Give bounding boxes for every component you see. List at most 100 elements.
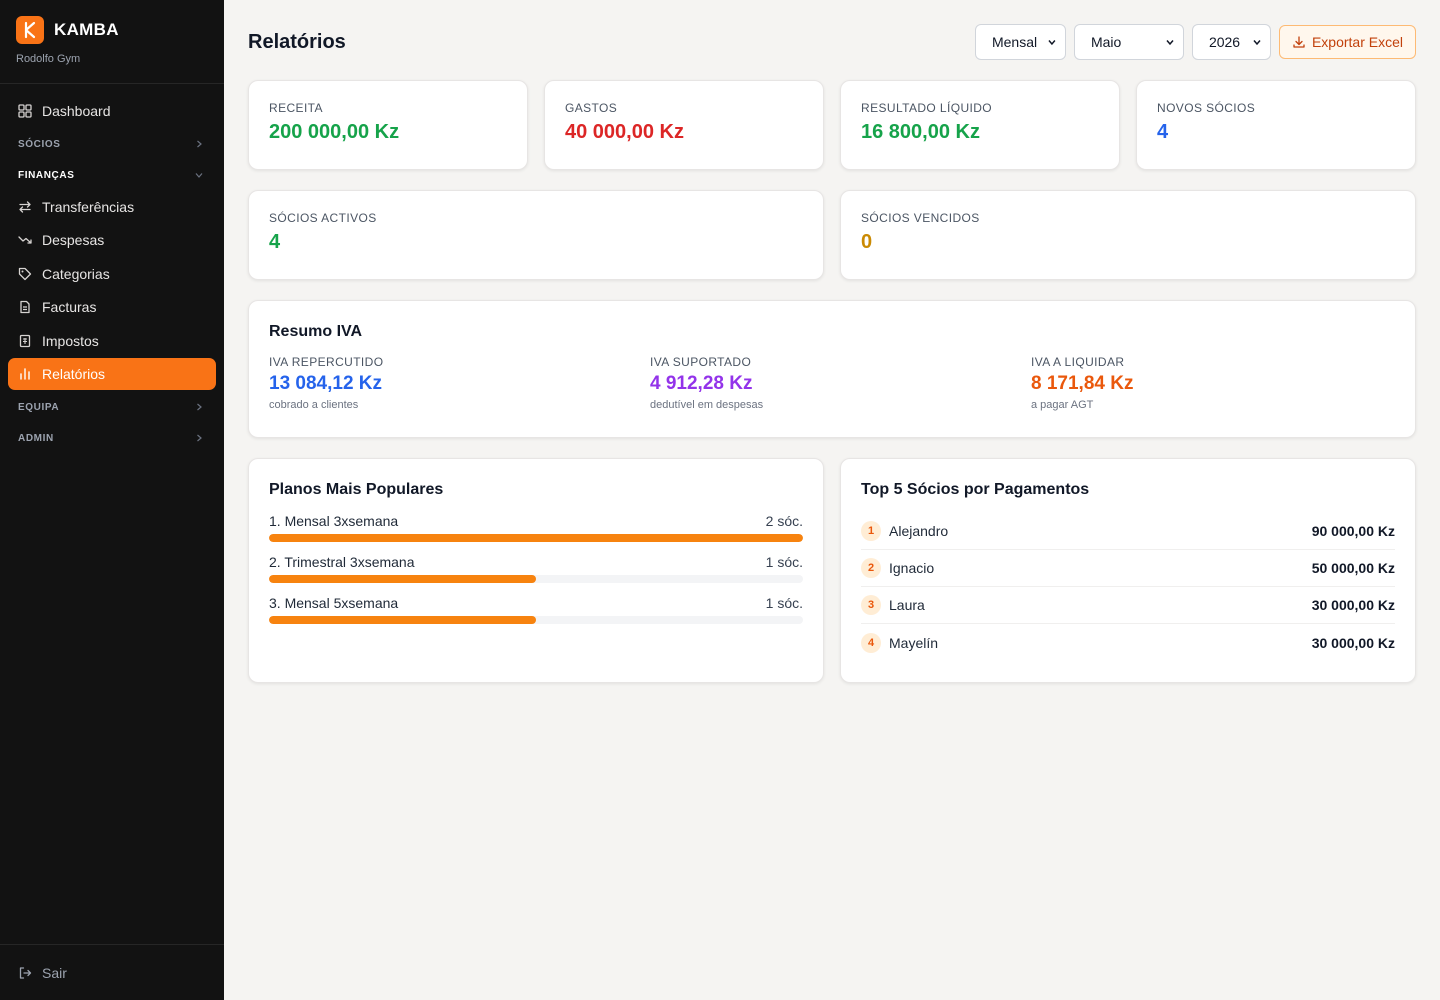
- period-select[interactable]: Mensal: [974, 24, 1066, 60]
- trending-down-icon: [18, 233, 32, 247]
- plans-title: Planos Mais Populares: [269, 481, 444, 498]
- member-amount: 30 000,00 Kz: [1311, 597, 1395, 613]
- plans-list: 1. Mensal 3xsemana 2 sóc. 2. Trimestral …: [269, 513, 803, 624]
- member-amount: 50 000,00 Kz: [1311, 560, 1395, 576]
- stat-value: 4: [269, 231, 281, 253]
- list-item[interactable]: 1 Alejandro 90 000,00 Kz: [861, 513, 1395, 550]
- bar-chart-icon: [18, 367, 32, 381]
- stat-card-gastos: GASTOS 40 000,00 Kz: [544, 80, 824, 170]
- sidebar-item-transferencias[interactable]: Transferências: [8, 191, 216, 223]
- sidebar-item-categorias[interactable]: Categorias: [8, 258, 216, 290]
- plan-name: 3. Mensal 5xsemana: [269, 595, 399, 611]
- receipt-icon: [18, 334, 32, 348]
- logout-button[interactable]: Sair: [0, 944, 224, 1000]
- stat-label: SÓCIOS ACTIVOS: [269, 211, 377, 225]
- brand: KAMBA Rodolfo Gym: [0, 0, 224, 84]
- sidebar-section-socios[interactable]: SÓCIOS: [8, 129, 216, 160]
- sidebar-item-label: Relatórios: [42, 366, 106, 382]
- list-item[interactable]: 2 Ignacio 50 000,00 Kz: [861, 550, 1395, 587]
- section-label: ADMIN: [18, 432, 54, 444]
- sidebar-section-admin[interactable]: ADMIN: [8, 423, 216, 454]
- stat-value: 0: [861, 231, 873, 253]
- dashboard-icon: [18, 104, 32, 118]
- sidebar-item-label: Dashboard: [42, 103, 111, 119]
- sidebar-section-equipa[interactable]: EQUIPA: [8, 392, 216, 423]
- download-icon: [1293, 36, 1305, 48]
- sidebar-item-label: Despesas: [42, 232, 105, 248]
- plan-bar-fill: [269, 534, 803, 542]
- year-value: 2026: [1208, 34, 1241, 50]
- iva-value: 8 171,84 Kz: [1031, 373, 1134, 394]
- brand-logo[interactable]: [16, 16, 44, 44]
- sidebar-item-despesas[interactable]: Despesas: [8, 224, 216, 256]
- plan-item: 1. Mensal 3xsemana 2 sóc.: [269, 513, 803, 542]
- plan-bar-track: [269, 534, 803, 542]
- stat-label: RESULTADO LÍQUIDO: [861, 101, 993, 115]
- stats-row: RECEITA 200 000,00 Kz GASTOS 40 000,00 K…: [248, 80, 1416, 170]
- stat-value: 200 000,00 Kz: [269, 121, 400, 143]
- stat-value: 4: [1157, 121, 1169, 143]
- logout-icon: [19, 966, 32, 979]
- chevron-down-icon: [1048, 40, 1056, 46]
- chevron-right-icon: [197, 403, 202, 411]
- list-item[interactable]: 4 Mayelín 30 000,00 Kz: [861, 624, 1395, 661]
- chevron-down-icon: [1253, 40, 1261, 46]
- member-name: Ignacio: [889, 560, 935, 576]
- plan-bar-track: [269, 575, 803, 583]
- iva-summary-card: Resumo IVA IVA REPERCUTIDO 13 084,12 Kz …: [248, 300, 1416, 438]
- plan-count: 2 sóc.: [765, 513, 803, 529]
- sidebar-nav: Dashboard SÓCIOS FINANÇAS Transferências…: [0, 84, 224, 454]
- iva-note: a pagar AGT: [1031, 399, 1094, 411]
- stat-value: 16 800,00 Kz: [861, 121, 980, 143]
- sidebar-item-impostos[interactable]: Impostos: [8, 325, 216, 357]
- plan-bar-track: [269, 616, 803, 624]
- member-amount: 90 000,00 Kz: [1311, 523, 1395, 539]
- month-value: Maio: [1090, 34, 1122, 50]
- sidebar-item-label: Categorias: [42, 265, 110, 282]
- transfer-icon: [18, 200, 32, 214]
- top-members-list: 1 Alejandro 90 000,00 Kz 2 Ignacio 50 00…: [861, 513, 1395, 661]
- brand-name: KAMBA: [54, 20, 119, 39]
- month-select[interactable]: Maio: [1073, 24, 1184, 60]
- iva-grid: IVA REPERCUTIDO 13 084,12 Kz cobrado a c…: [269, 355, 1395, 411]
- stat-card-resultado-liquido: RESULTADO LÍQUIDO 16 800,00 Kz: [840, 80, 1120, 170]
- sidebar-section-financas[interactable]: FINANÇAS: [8, 160, 216, 191]
- stat-label: GASTOS: [565, 101, 618, 115]
- top-members-card: Top 5 Sócios por Pagamentos 1 Alejandro …: [840, 458, 1416, 683]
- sidebar-item-label: Transferências: [42, 198, 135, 215]
- iva-suportado: IVA SUPORTADO 4 912,28 Kz dedutível em d…: [650, 355, 1031, 411]
- iva-label: IVA REPERCUTIDO: [269, 355, 384, 369]
- plan-count: 1 sóc.: [765, 554, 803, 570]
- chevron-down-icon: [1166, 40, 1174, 46]
- document-icon: [18, 300, 32, 314]
- sidebar: KAMBA Rodolfo Gym Dashboard SÓCIOS FINAN…: [0, 0, 224, 1000]
- plan-bar-fill: [269, 575, 536, 583]
- chevron-right-icon: [197, 434, 202, 442]
- sidebar-item-facturas[interactable]: Facturas: [8, 291, 216, 323]
- export-label: Exportar Excel: [1311, 34, 1403, 50]
- stat-card-receita: RECEITA 200 000,00 Kz: [248, 80, 528, 170]
- popular-plans-card: Planos Mais Populares 1. Mensal 3xsemana…: [248, 458, 824, 683]
- section-label: SÓCIOS: [18, 138, 61, 150]
- k-logo-icon: [24, 21, 36, 39]
- plan-bar-fill: [269, 616, 536, 624]
- plan-name: 2. Trimestral 3xsemana: [269, 554, 415, 570]
- year-select[interactable]: 2026: [1191, 24, 1271, 60]
- bottom-row: Planos Mais Populares 1. Mensal 3xsemana…: [248, 458, 1416, 683]
- stat-label: SÓCIOS VENCIDOS: [861, 211, 980, 225]
- sidebar-item-dashboard[interactable]: Dashboard: [8, 95, 216, 127]
- export-excel-button[interactable]: Exportar Excel: [1278, 25, 1416, 59]
- page-header: Relatórios Mensal Maio 2026 Exportar Exc…: [248, 24, 1416, 60]
- plan-item: 3. Mensal 5xsemana 1 sóc.: [269, 595, 803, 624]
- plan-count: 1 sóc.: [765, 595, 803, 611]
- members-stats-row: SÓCIOS ACTIVOS 4 SÓCIOS VENCIDOS 0: [248, 190, 1416, 280]
- iva-note: dedutível em despesas: [650, 399, 764, 411]
- section-label: FINANÇAS: [18, 169, 75, 181]
- member-name: Laura: [889, 597, 925, 613]
- main-content: Relatórios Mensal Maio 2026 Exportar Exc…: [248, 24, 1416, 683]
- rank-badge: 2: [861, 558, 881, 578]
- iva-repercutido: IVA REPERCUTIDO 13 084,12 Kz cobrado a c…: [269, 355, 650, 411]
- logout-label: Sair: [42, 964, 67, 981]
- list-item[interactable]: 3 Laura 30 000,00 Kz: [861, 587, 1395, 624]
- sidebar-item-relatorios[interactable]: Relatórios: [8, 358, 216, 390]
